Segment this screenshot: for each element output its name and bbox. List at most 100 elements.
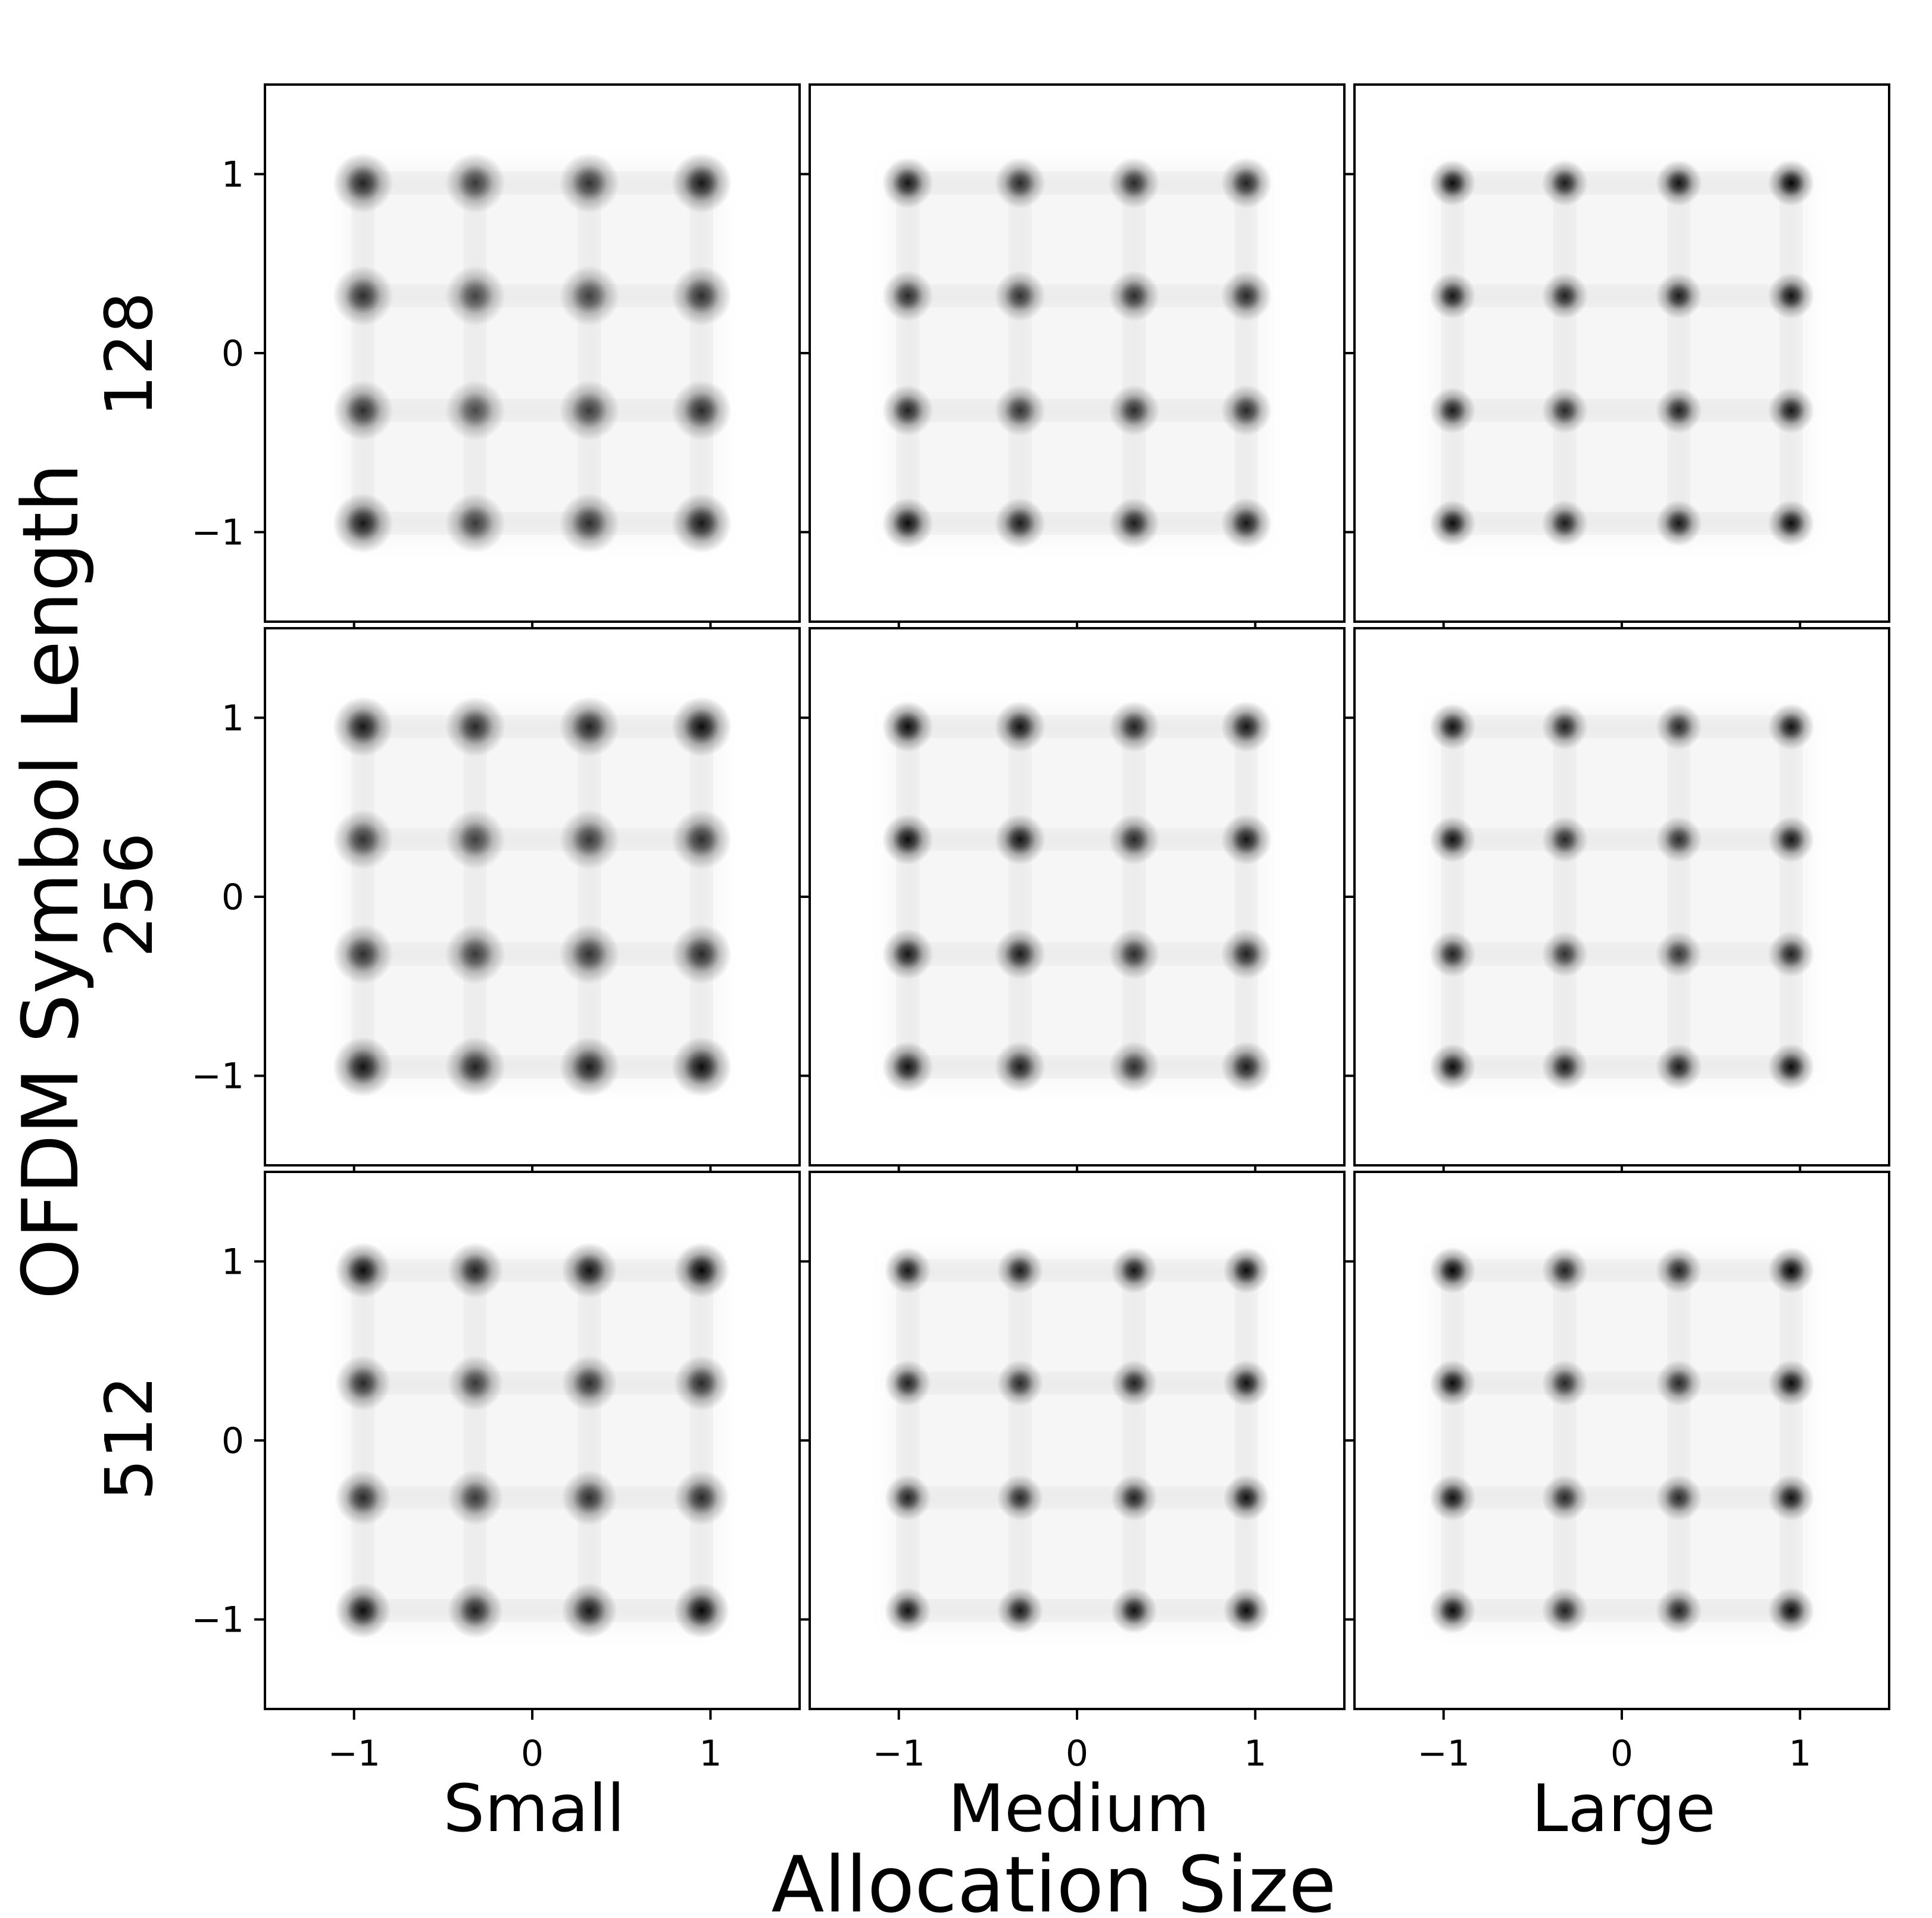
constellation-point xyxy=(1429,816,1476,863)
noise-haze xyxy=(345,165,720,541)
streak-v-0 xyxy=(354,174,372,532)
streak-v-1 xyxy=(1012,174,1029,532)
constellation-point xyxy=(673,1242,730,1299)
constellation-point xyxy=(1429,1474,1476,1521)
streak-v-1 xyxy=(467,1261,484,1620)
streak-v-1 xyxy=(467,718,484,1076)
constellation-point xyxy=(1541,272,1588,319)
x-axis-title: Allocation Size xyxy=(771,1839,1336,1918)
streak-h-3 xyxy=(354,1262,711,1279)
streak-v-3 xyxy=(1238,718,1255,1076)
constellation-point xyxy=(1768,816,1815,863)
streak-h-1 xyxy=(898,402,1256,419)
constellation-point xyxy=(1541,1474,1588,1521)
streak-h-2 xyxy=(354,1374,711,1392)
constellation-point xyxy=(445,493,505,554)
constellation-point xyxy=(1221,928,1272,980)
streak-h-1 xyxy=(898,946,1256,963)
noise-haze xyxy=(1435,709,1809,1084)
panel-512-large: −1 0 1 xyxy=(1344,1171,1890,1774)
y-axis-title: OFDM Symbol Length xyxy=(5,463,96,1300)
streak-h-3 xyxy=(354,174,711,192)
constellation-point xyxy=(561,1470,617,1526)
streak-h-2 xyxy=(1443,287,1800,304)
streak-v-1 xyxy=(1012,718,1029,1076)
streak-v-2 xyxy=(1670,718,1687,1076)
constellation-point xyxy=(1429,1359,1476,1406)
constellation-point xyxy=(1768,1359,1815,1406)
streak-v-0 xyxy=(354,1261,372,1620)
constellation-point xyxy=(1655,703,1702,750)
constellation-point xyxy=(884,1359,931,1406)
streak-h-2 xyxy=(1443,831,1800,848)
constellation-point xyxy=(1541,160,1588,207)
constellation-point xyxy=(1429,1247,1476,1294)
constellation-point xyxy=(671,266,732,326)
noise-haze xyxy=(890,709,1265,1084)
constellation-point xyxy=(447,1242,503,1299)
panels-layer: −1 0 1 −1 0 1 −1 0 1 −1 0 1 −1 0 1 −1 0 1 xyxy=(192,83,1890,1774)
constellation-point xyxy=(1429,160,1476,207)
streak-h-2 xyxy=(898,831,1256,848)
streak-v-2 xyxy=(1670,174,1687,532)
constellation-point xyxy=(1108,270,1160,322)
constellation-point xyxy=(1221,157,1272,209)
constellation-point xyxy=(1108,701,1160,753)
constellation-point xyxy=(884,1474,931,1521)
streak-v-1 xyxy=(1556,174,1574,532)
x-tick-label: 1 xyxy=(1244,1733,1266,1774)
constellation-point xyxy=(335,1355,391,1411)
constellation-point xyxy=(447,1582,503,1639)
constellation-point xyxy=(447,1470,503,1526)
streak-h-1 xyxy=(354,946,711,963)
streak-h-0 xyxy=(898,1602,1256,1619)
constellation-point xyxy=(559,924,620,984)
x-tick-label: 0 xyxy=(1066,1733,1088,1774)
row-label-512: 512 xyxy=(91,1376,167,1501)
streak-h-3 xyxy=(898,718,1256,735)
constellation-point xyxy=(561,1355,617,1411)
constellation-point xyxy=(1541,1043,1588,1090)
constellation-point xyxy=(1768,931,1815,978)
streak-h-1 xyxy=(1443,946,1800,963)
streak-h-2 xyxy=(898,1374,1256,1392)
constellation-point xyxy=(1655,1043,1702,1090)
constellation-point xyxy=(671,152,732,213)
constellation-point xyxy=(561,1582,617,1639)
constellation-point xyxy=(559,1037,620,1097)
constellation-point xyxy=(882,385,934,436)
y-tick-label: 0 xyxy=(221,877,244,918)
streak-v-0 xyxy=(899,1261,916,1620)
constellation-point xyxy=(559,696,620,757)
constellation-point xyxy=(884,1587,931,1634)
panel-512-small: −1 0 1 −1 0 1 xyxy=(192,1171,801,1774)
constellation-point xyxy=(1768,703,1815,750)
streak-h-1 xyxy=(1443,402,1800,419)
constellation-point xyxy=(447,1355,503,1411)
constellation-point xyxy=(333,696,394,757)
y-tick-label: −1 xyxy=(192,1056,244,1097)
labels-layer: Small Medium Large Allocation Size 128 2… xyxy=(5,292,1716,1918)
constellation-point xyxy=(673,1470,730,1526)
constellation-point xyxy=(1655,387,1702,434)
constellation-point xyxy=(1110,1474,1157,1521)
constellation-point xyxy=(1541,931,1588,978)
constellation-point xyxy=(1768,1474,1815,1521)
streak-v-2 xyxy=(580,174,598,532)
constellation-point xyxy=(1768,500,1815,547)
panel-256-medium xyxy=(799,627,1346,1176)
streak-v-3 xyxy=(1783,718,1800,1076)
constellation-point xyxy=(1108,157,1160,209)
constellation-point xyxy=(1541,1587,1588,1634)
streak-h-3 xyxy=(898,1262,1256,1279)
constellation-point xyxy=(673,1355,730,1411)
constellation-point xyxy=(1655,1474,1702,1521)
streak-h-1 xyxy=(1443,1489,1800,1507)
constellation-point xyxy=(1655,272,1702,319)
constellation-point xyxy=(333,493,394,554)
constellation-point xyxy=(559,380,620,441)
y-tick-label: 1 xyxy=(221,154,244,195)
streak-v-3 xyxy=(1238,1261,1255,1620)
constellation-point xyxy=(671,924,732,984)
constellation-point xyxy=(1223,1247,1270,1294)
